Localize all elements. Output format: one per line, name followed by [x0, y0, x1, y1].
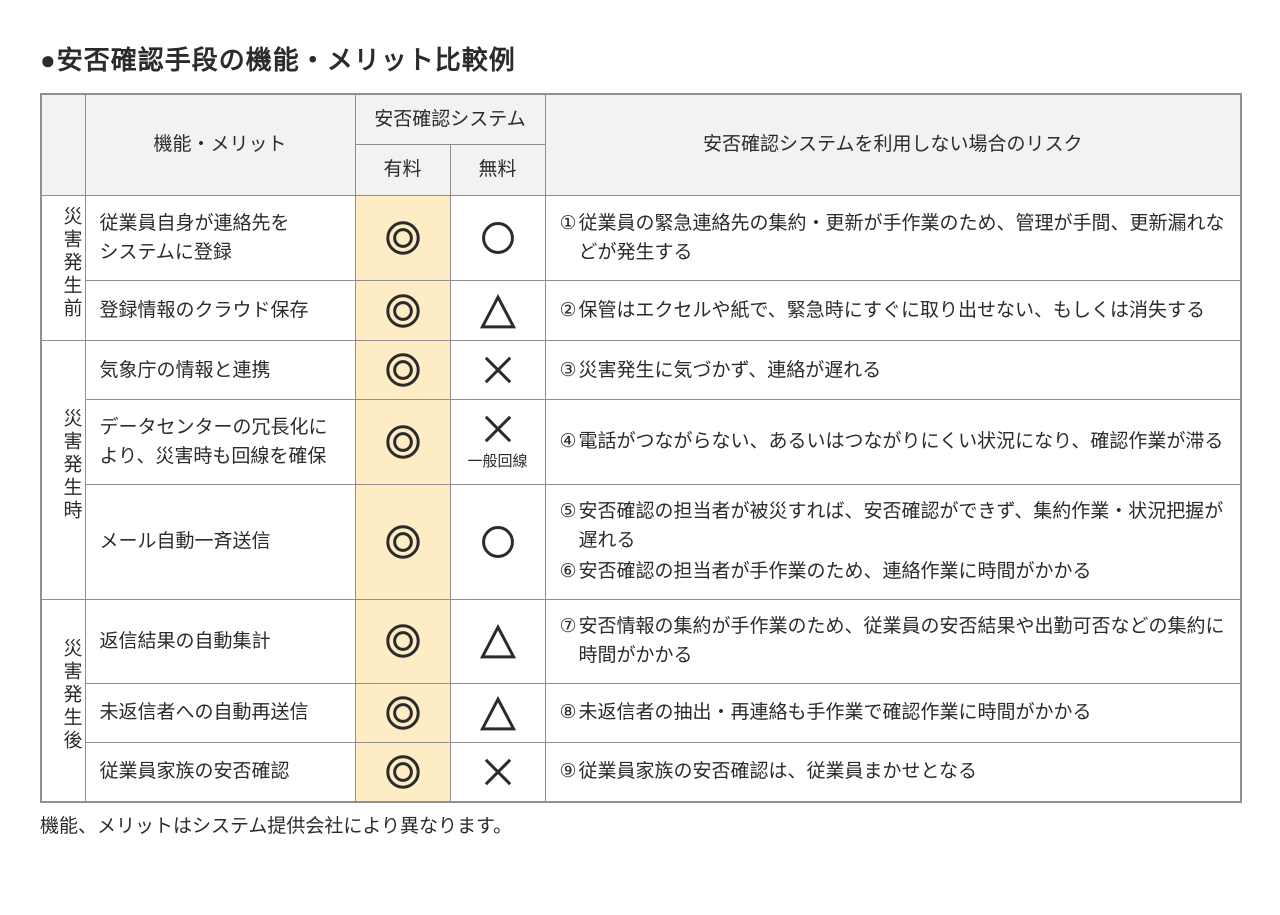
footnote: 機能、メリットはシステム提供会社により異なります。	[40, 811, 1240, 838]
free-mark	[450, 683, 545, 742]
risk-text: 安否情報の集約が手作業のため、従業員の安否結果や出勤可否などの集約に時間がかかる	[579, 612, 1226, 671]
header-phase-blank	[41, 94, 85, 195]
free-mark	[450, 281, 545, 341]
risk-text: 電話がつながらない、あるいはつながりにくい状況になり、確認作業が滞る	[579, 427, 1226, 456]
feature-cell: 気象庁の情報と連携	[85, 341, 355, 400]
feature-cell: データセンターの冗長化により、災害時も回線を確保	[85, 400, 355, 484]
risk-text: 従業員家族の安否確認は、従業員まかせとなる	[579, 757, 1226, 786]
free-mark	[450, 195, 545, 280]
free-mark	[450, 341, 545, 400]
risk-line: ⑥安否確認の担当者が手作業のため、連絡作業に時間がかかる	[560, 557, 1227, 586]
risk-number: ①	[560, 209, 577, 238]
table-row: メール自動一斉送信 ⑤安否確認の担当者が被災すれば、安否確認ができず、集約作業・状…	[41, 484, 1241, 599]
risk-text: 災害発生に気づかず、連絡が遅れる	[579, 356, 1226, 385]
header-risk: 安否確認システムを利用しない場合のリスク	[545, 94, 1241, 195]
table-row: 従業員家族の安否確認 ⑨従業員家族の安否確認は、従業員まかせとなる	[41, 742, 1241, 802]
risk-text: 安否確認の担当者が手作業のため、連絡作業に時間がかかる	[579, 557, 1226, 586]
phase-label: 災害発生時	[41, 341, 85, 600]
feature-cell: 従業員家族の安否確認	[85, 742, 355, 802]
risk-line: ⑧未返信者の抽出・再連絡も手作業で確認作業に時間がかかる	[560, 698, 1227, 727]
risk-line: ⑤安否確認の担当者が被災すれば、安否確認ができず、集約作業・状況把握が遅れる	[560, 497, 1227, 556]
risk-line: ⑦安否情報の集約が手作業のため、従業員の安否結果や出勤可否などの集約に時間がかか…	[560, 612, 1227, 671]
feature-cell: 登録情報のクラウド保存	[85, 281, 355, 341]
feature-cell: 未返信者への自動再送信	[85, 683, 355, 742]
table-row: 未返信者への自動再送信 ⑧未返信者の抽出・再連絡も手作業で確認作業に時間がかかる	[41, 683, 1241, 742]
free-mark	[450, 484, 545, 599]
table-row: 災害発生後返信結果の自動集計⑦安否情報の集約が手作業のため、従業員の安否結果や出…	[41, 599, 1241, 683]
risk-line: ②保管はエクセルや紙で、緊急時にすぐに取り出せない、もしくは消失する	[560, 296, 1227, 325]
paid-mark	[355, 341, 450, 400]
risk-cell: ①従業員の緊急連絡先の集約・更新が手作業のため、管理が手間、更新漏れなどが発生す…	[545, 195, 1241, 280]
risk-text: 従業員の緊急連絡先の集約・更新が手作業のため、管理が手間、更新漏れなどが発生する	[579, 209, 1226, 268]
risk-number: ④	[560, 427, 577, 456]
risk-number: ③	[560, 356, 577, 385]
free-mark	[450, 599, 545, 683]
risk-number: ⑧	[560, 698, 577, 727]
risk-line: ①従業員の緊急連絡先の集約・更新が手作業のため、管理が手間、更新漏れなどが発生す…	[560, 209, 1227, 268]
paid-mark	[355, 742, 450, 802]
risk-text: 安否確認の担当者が被災すれば、安否確認ができず、集約作業・状況把握が遅れる	[579, 497, 1226, 556]
paid-mark	[355, 400, 450, 484]
risk-cell: ④電話がつながらない、あるいはつながりにくい状況になり、確認作業が滞る	[545, 400, 1241, 484]
risk-cell: ⑧未返信者の抽出・再連絡も手作業で確認作業に時間がかかる	[545, 683, 1241, 742]
header-system-group: 安否確認システム	[355, 94, 545, 145]
paid-mark	[355, 683, 450, 742]
table-row: 登録情報のクラウド保存 ②保管はエクセルや紙で、緊急時にすぐに取り出せない、もしく…	[41, 281, 1241, 341]
risk-cell: ⑨従業員家族の安否確認は、従業員まかせとなる	[545, 742, 1241, 802]
comparison-table: 機能・メリット 安否確認システム 安否確認システムを利用しない場合のリスク 有料…	[40, 93, 1242, 803]
feature-cell: 従業員自身が連絡先をシステムに登録	[85, 195, 355, 280]
table-row: 災害発生前従業員自身が連絡先をシステムに登録①従業員の緊急連絡先の集約・更新が手…	[41, 195, 1241, 280]
risk-text: 未返信者の抽出・再連絡も手作業で確認作業に時間がかかる	[579, 698, 1226, 727]
paid-mark	[355, 484, 450, 599]
risk-cell: ⑤安否確認の担当者が被災すれば、安否確認ができず、集約作業・状況把握が遅れる⑥安…	[545, 484, 1241, 599]
table-row: データセンターの冗長化により、災害時も回線を確保一般回線 ④電話がつながらない、あ…	[41, 400, 1241, 484]
risk-cell: ③災害発生に気づかず、連絡が遅れる	[545, 341, 1241, 400]
free-mark-sublabel: 一般回線	[465, 450, 531, 473]
paid-mark	[355, 195, 450, 280]
header-free: 無料	[450, 145, 545, 195]
header-feature: 機能・メリット	[85, 94, 355, 195]
paid-mark	[355, 281, 450, 341]
phase-label: 災害発生後	[41, 599, 85, 801]
free-mark: 一般回線	[450, 400, 545, 484]
risk-number: ⑥	[560, 557, 577, 586]
risk-line: ⑨従業員家族の安否確認は、従業員まかせとなる	[560, 757, 1227, 786]
table-row: 災害発生時気象庁の情報と連携③災害発生に気づかず、連絡が遅れる	[41, 341, 1241, 400]
risk-text: 保管はエクセルや紙で、緊急時にすぐに取り出せない、もしくは消失する	[579, 296, 1226, 325]
paid-mark	[355, 599, 450, 683]
risk-number: ⑤	[560, 497, 577, 526]
risk-cell: ⑦安否情報の集約が手作業のため、従業員の安否結果や出勤可否などの集約に時間がかか…	[545, 599, 1241, 683]
risk-number: ⑦	[560, 612, 577, 641]
risk-number: ⑨	[560, 757, 577, 786]
free-mark	[450, 742, 545, 802]
phase-label: 災害発生前	[41, 195, 85, 340]
feature-cell: 返信結果の自動集計	[85, 599, 355, 683]
page-title: ●安否確認手段の機能・メリット比較例	[40, 40, 1240, 77]
risk-number: ②	[560, 296, 577, 325]
risk-cell: ②保管はエクセルや紙で、緊急時にすぐに取り出せない、もしくは消失する	[545, 281, 1241, 341]
header-paid: 有料	[355, 145, 450, 195]
risk-line: ③災害発生に気づかず、連絡が遅れる	[560, 356, 1227, 385]
feature-cell: メール自動一斉送信	[85, 484, 355, 599]
risk-line: ④電話がつながらない、あるいはつながりにくい状況になり、確認作業が滞る	[560, 427, 1227, 456]
